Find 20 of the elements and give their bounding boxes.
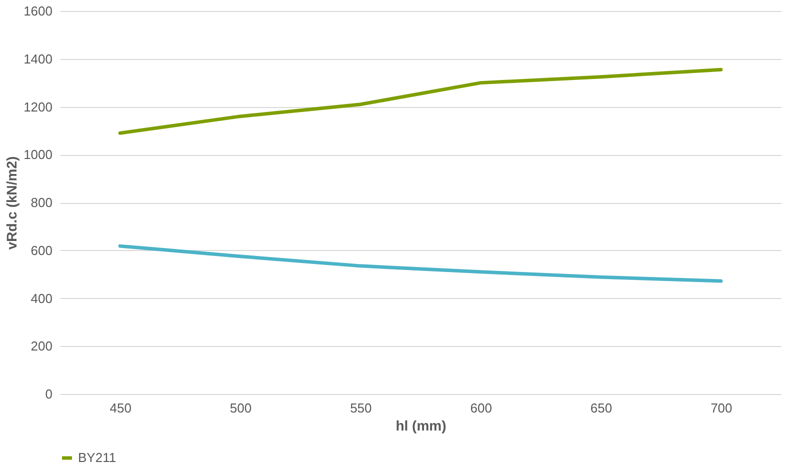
x-tick-label: 700 — [710, 400, 732, 416]
y-tick-label: 800 — [30, 195, 52, 210]
y-tick-label: 400 — [30, 290, 52, 306]
y-tick-label: 1000 — [24, 147, 52, 162]
line-series — [118, 68, 723, 135]
y-tick-label: 0 — [45, 386, 52, 402]
x-tick-label: 500 — [230, 400, 252, 416]
y-tick-label: 1400 — [24, 51, 52, 66]
y-axis-title: vRd.c (kN/m2) — [4, 156, 20, 250]
x-tick-label: 450 — [110, 400, 132, 416]
x-tick-label: 550 — [350, 400, 372, 416]
y-tick-label: 1200 — [24, 99, 52, 114]
y-tick-label: 600 — [30, 242, 52, 258]
x-tick-label: 600 — [470, 400, 492, 416]
x-axis-title: hl (mm) — [396, 418, 446, 434]
y-tick-label: 1600 — [24, 4, 52, 18]
legend-label: BY211 — [78, 450, 116, 465]
x-tick-label: 650 — [590, 400, 612, 416]
line-series — [118, 244, 723, 283]
y-tick-label: 200 — [30, 338, 52, 354]
